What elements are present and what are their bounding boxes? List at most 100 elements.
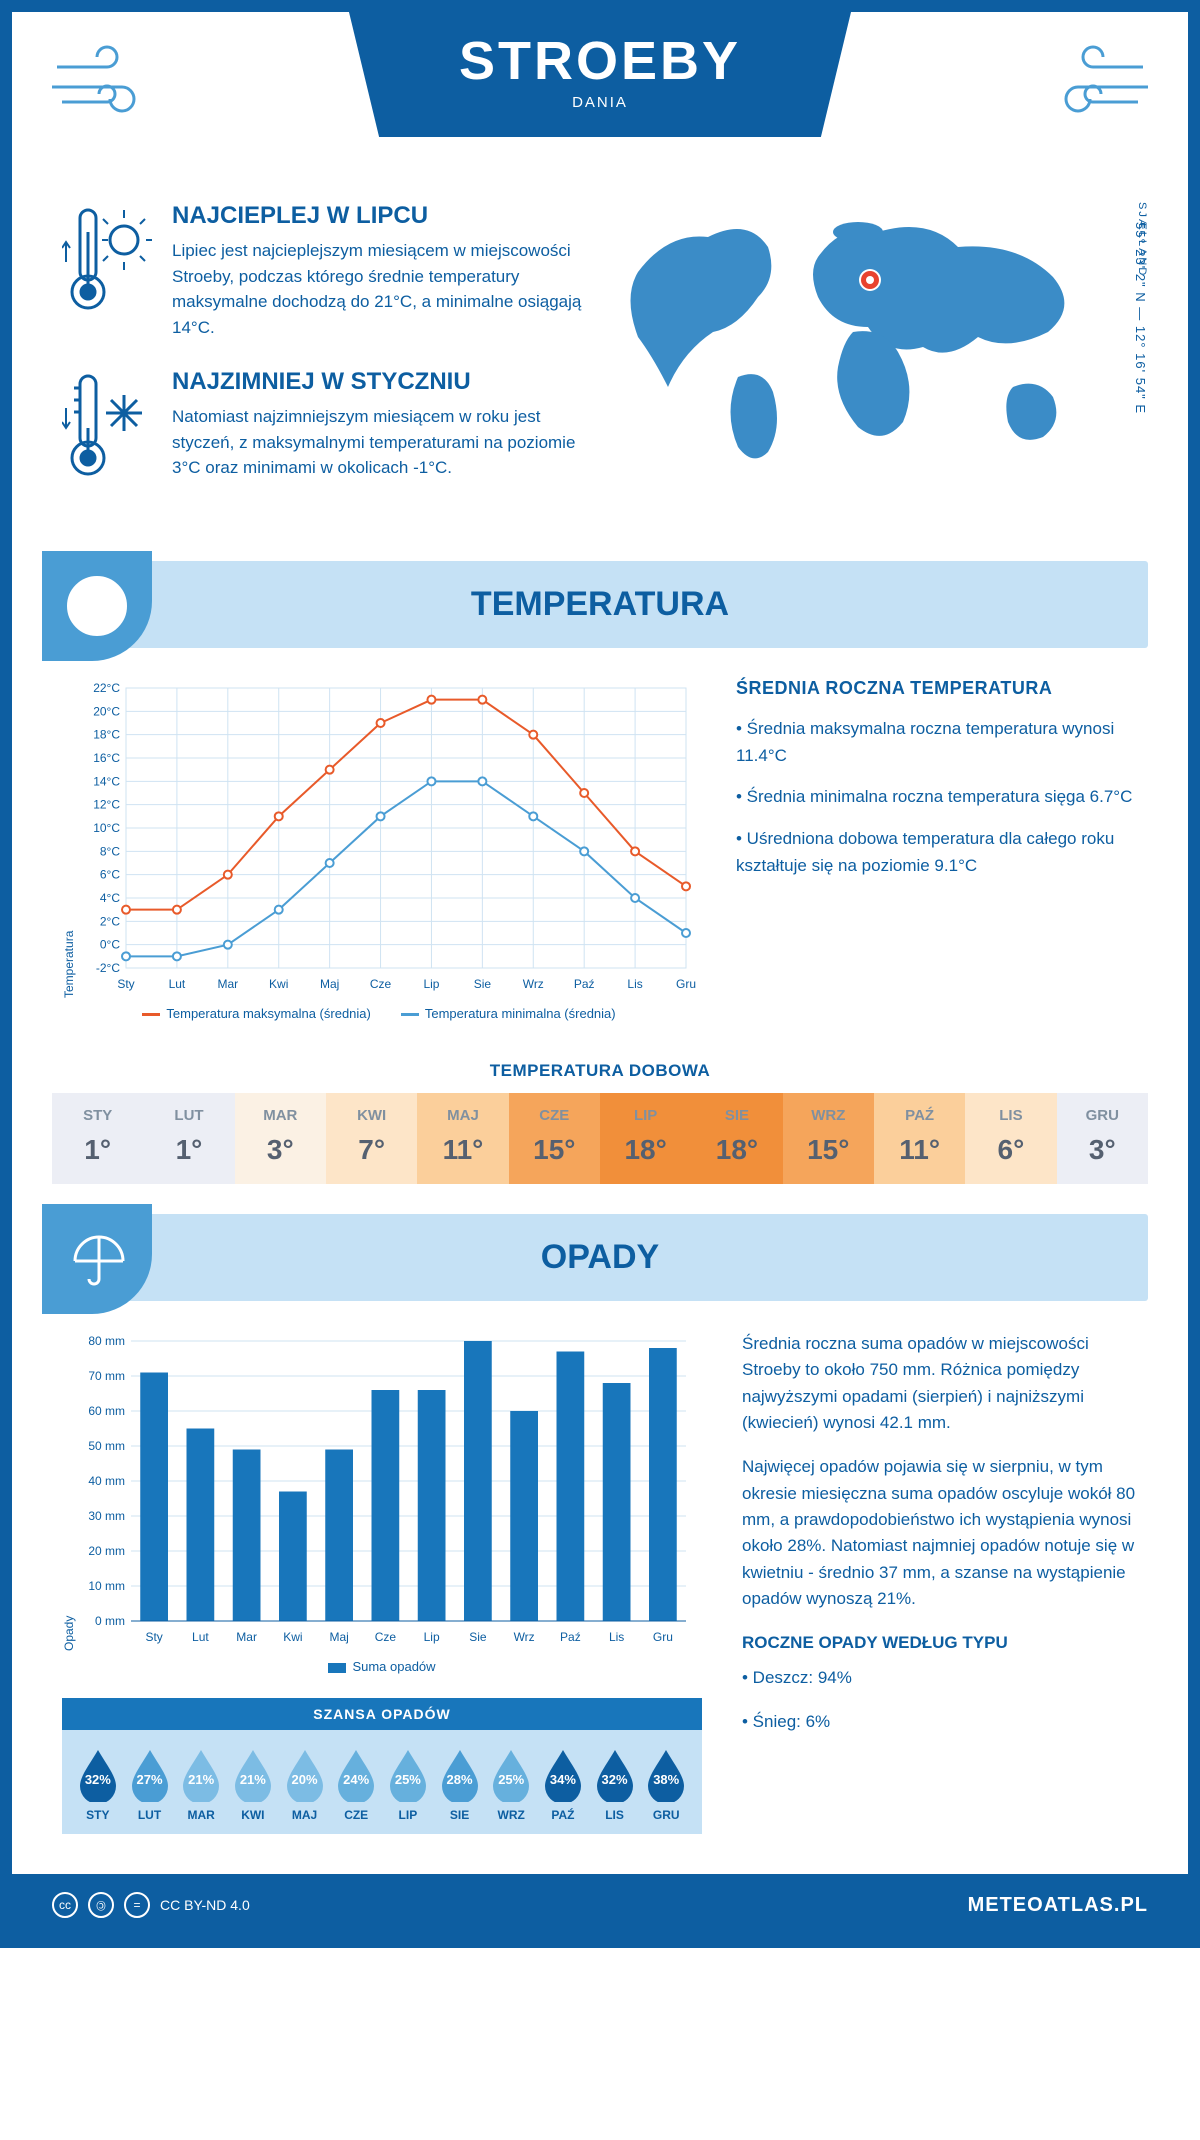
chance-value: 25%: [386, 1772, 430, 1787]
svg-text:20 mm: 20 mm: [88, 1544, 125, 1558]
svg-text:-2°C: -2°C: [96, 961, 120, 975]
temp-summary-line: • Średnia minimalna roczna temperatura s…: [736, 783, 1138, 810]
chance-month: PAŹ: [537, 1808, 589, 1822]
chance-cell: 25% WRZ: [485, 1748, 537, 1822]
daily-value: 1°: [143, 1134, 234, 1166]
raindrop-icon: 24%: [334, 1748, 378, 1802]
chance-value: 21%: [231, 1772, 275, 1787]
svg-text:70 mm: 70 mm: [88, 1369, 125, 1383]
chance-value: 38%: [644, 1772, 688, 1787]
svg-text:Kwi: Kwi: [269, 977, 288, 991]
svg-text:12°C: 12°C: [93, 798, 120, 812]
daily-cell: MAJ11°: [417, 1093, 508, 1184]
country-name: DANIA: [459, 94, 741, 111]
raindrop-icon: 38%: [644, 1748, 688, 1802]
city-name: STROEBY: [459, 30, 741, 92]
cc-icon: cc: [52, 1892, 78, 1918]
svg-text:Lut: Lut: [169, 977, 186, 991]
raindrop-icon: 25%: [386, 1748, 430, 1802]
raindrop-icon: 21%: [179, 1748, 223, 1802]
svg-text:Sie: Sie: [474, 977, 492, 991]
svg-text:4°C: 4°C: [100, 891, 120, 905]
chance-cell: 38% GRU: [640, 1748, 692, 1822]
daily-temp-row: STY1°LUT1°MAR3°KWI7°MAJ11°CZE15°LIP18°SI…: [52, 1093, 1148, 1184]
chance-value: 24%: [334, 1772, 378, 1787]
daily-value: 18°: [691, 1134, 782, 1166]
svg-text:20°C: 20°C: [93, 704, 120, 718]
daily-cell: PAŹ11°: [874, 1093, 965, 1184]
world-map-icon: [618, 202, 1108, 472]
svg-text:8°C: 8°C: [100, 844, 120, 858]
daily-month: GRU: [1057, 1107, 1148, 1124]
thermometer-cold-icon: [62, 368, 152, 493]
daily-value: 18°: [600, 1134, 691, 1166]
svg-text:Sty: Sty: [145, 1630, 162, 1644]
daily-cell: LUT 1°: [143, 1093, 234, 1184]
footer: cc 🄯 = CC BY-ND 4.0 METEOATLAS.PL: [12, 1874, 1188, 1936]
section-title-temperature: TEMPERATURA: [471, 585, 729, 623]
svg-text:80 mm: 80 mm: [88, 1334, 125, 1348]
chance-cell: 24% CZE: [330, 1748, 382, 1822]
chance-cell: 25% LIP: [382, 1748, 434, 1822]
svg-text:22°C: 22°C: [93, 681, 120, 695]
section-title-precip: OPADY: [541, 1238, 659, 1276]
svg-text:30 mm: 30 mm: [88, 1509, 125, 1523]
chance-cell: 34% PAŹ: [537, 1748, 589, 1822]
chance-month: KWI: [227, 1808, 279, 1822]
hottest-title: NAJCIEPLEJ W LIPCU: [172, 202, 588, 230]
temp-summary-line: • Średnia maksymalna roczna temperatura …: [736, 715, 1138, 769]
chance-month: LIS: [589, 1808, 641, 1822]
svg-text:60 mm: 60 mm: [88, 1404, 125, 1418]
svg-text:Gru: Gru: [676, 977, 696, 991]
daily-value: 15°: [783, 1134, 874, 1166]
section-header-temperature: TEMPERATURA: [52, 561, 1148, 648]
daily-month: LUT: [143, 1107, 234, 1124]
svg-text:0 mm: 0 mm: [95, 1614, 125, 1628]
raindrop-icon: 28%: [438, 1748, 482, 1802]
chance-month: MAR: [175, 1808, 227, 1822]
temperature-summary: ŚREDNIA ROCZNA TEMPERATURA • Średnia mak…: [736, 678, 1138, 1021]
chance-value: 34%: [541, 1772, 585, 1787]
intro-row: NAJCIEPLEJ W LIPCU Lipiec jest najcieple…: [12, 182, 1188, 551]
svg-text:2°C: 2°C: [100, 914, 120, 928]
chance-cell: 21% KWI: [227, 1748, 279, 1822]
svg-text:16°C: 16°C: [93, 751, 120, 765]
svg-text:Maj: Maj: [320, 977, 339, 991]
chance-value: 25%: [489, 1772, 533, 1787]
legend-precip: Suma opadów: [352, 1659, 435, 1674]
daily-value: 6°: [965, 1134, 1056, 1166]
daily-month: PAŹ: [874, 1107, 965, 1124]
title-banner: STROEBY DANIA: [349, 12, 851, 137]
precip-p1: Średnia roczna suma opadów w miejscowośc…: [742, 1331, 1138, 1436]
hottest-block: NAJCIEPLEJ W LIPCU Lipiec jest najcieple…: [62, 202, 588, 340]
raindrop-icon: 32%: [76, 1748, 120, 1802]
chance-value: 21%: [179, 1772, 223, 1787]
coldest-text: Natomiast najzimniejszym miesiącem w rok…: [172, 404, 588, 481]
svg-text:Lis: Lis: [627, 977, 642, 991]
license-text: CC BY-ND 4.0: [160, 1897, 250, 1913]
raindrop-icon: 34%: [541, 1748, 585, 1802]
map-column: SJÆLLAND 55° 23' 2" N — 12° 16' 54" E: [618, 202, 1138, 521]
daily-cell: STY1°: [52, 1093, 143, 1184]
svg-text:Cze: Cze: [375, 1630, 397, 1644]
svg-text:Lip: Lip: [424, 1630, 440, 1644]
chance-month: GRU: [640, 1808, 692, 1822]
svg-text:40 mm: 40 mm: [88, 1474, 125, 1488]
daily-value: 15°: [509, 1134, 600, 1166]
precip-p2: Najwięcej opadów pojawia się w sierpniu,…: [742, 1454, 1138, 1612]
raindrop-icon: 27%: [128, 1748, 172, 1802]
coords-label: 55° 23' 2" N — 12° 16' 54" E: [1133, 222, 1148, 414]
svg-text:Maj: Maj: [329, 1630, 348, 1644]
precip-chance-panel: SZANSA OPADÓW 32% STY 27% LUT 21% MAR 21…: [62, 1698, 702, 1834]
chance-cell: 21% MAR: [175, 1748, 227, 1822]
chance-month: CZE: [330, 1808, 382, 1822]
chance-month: MAJ: [279, 1808, 331, 1822]
sun-icon: [42, 551, 152, 661]
daily-cell: MAR3°: [235, 1093, 326, 1184]
svg-text:14°C: 14°C: [93, 774, 120, 788]
chance-cell: 27% LUT: [124, 1748, 176, 1822]
daily-cell: KWI7°: [326, 1093, 417, 1184]
hottest-text: Lipiec jest najcieplejszym miesiącem w m…: [172, 238, 588, 340]
chance-cell: 32% STY: [72, 1748, 124, 1822]
license-block: cc 🄯 = CC BY-ND 4.0: [52, 1892, 250, 1918]
